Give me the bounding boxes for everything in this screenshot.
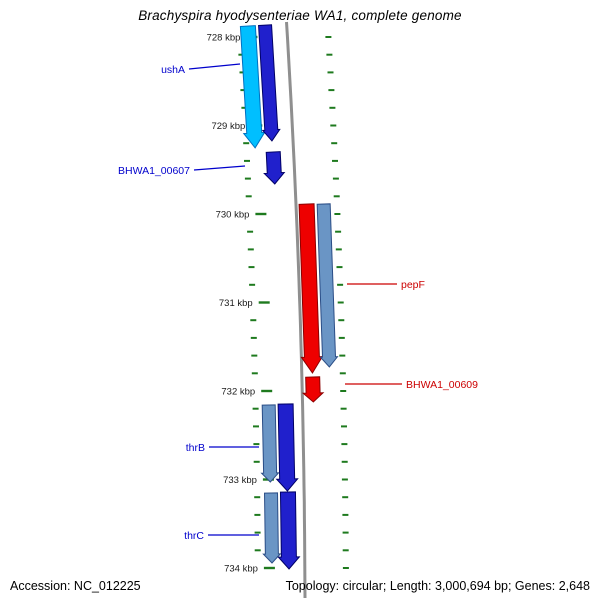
minor-tick-left [239, 71, 246, 74]
genome-title: Brachyspira hyodysenteriae WA1, complete… [138, 8, 462, 23]
minor-tick-right [336, 266, 343, 269]
minor-tick-left [243, 142, 250, 145]
major-tick [263, 566, 275, 570]
status-accession: Accession: NC_012225 [10, 579, 141, 593]
status-topology: Topology: circular; Length: 3,000,694 bp… [285, 579, 590, 593]
gene-thrC-track[interactable] [262, 492, 282, 564]
minor-tick-left [254, 531, 261, 534]
gene-pepF-track[interactable] [315, 203, 339, 368]
major-tick [255, 212, 267, 216]
gene-label-BHWA1_00609[interactable]: BHWA1_00609 [406, 379, 478, 391]
minor-tick-right [338, 319, 345, 322]
minor-tick-left [240, 89, 247, 92]
status-bar: Accession: NC_012225 Topology: circular;… [0, 572, 600, 600]
genome-axis-line [285, 21, 307, 599]
minor-tick-left [251, 354, 258, 357]
gene-BHWA1_00609[interactable] [301, 376, 325, 403]
gene-label-thrC[interactable]: thrC [184, 530, 204, 542]
minor-tick-right [339, 354, 346, 357]
gene-pepF[interactable] [296, 203, 324, 374]
minor-tick-right [332, 159, 338, 162]
minor-tick-right [334, 213, 341, 215]
minor-tick-left [254, 549, 261, 552]
minor-tick-right [340, 390, 347, 392]
minor-tick-right [339, 372, 346, 375]
minor-tick-right [341, 443, 348, 446]
minor-tick-right [332, 177, 339, 180]
minor-tick-left [248, 266, 255, 269]
minor-tick-left [244, 177, 251, 180]
minor-tick-right [335, 248, 342, 251]
minor-tick-right [335, 230, 342, 233]
minor-tick-left [250, 336, 257, 339]
minor-tick-right [337, 301, 344, 304]
minor-tick-right [333, 195, 340, 198]
minor-tick-left [252, 407, 259, 410]
minor-tick-left [249, 283, 256, 286]
minor-tick-left [247, 248, 254, 251]
axis-tick-label: 732 kbp [221, 387, 255, 398]
minor-tick-right [341, 460, 348, 463]
minor-tick-right [337, 283, 344, 286]
minor-tick-left [253, 425, 259, 428]
gene-thrB-track[interactable] [260, 404, 280, 483]
minor-tick-right [342, 549, 349, 552]
minor-tick-right [342, 496, 349, 499]
minor-tick-right [327, 71, 334, 74]
gene-label-BHWA1_00607[interactable]: BHWA1_00607 [118, 165, 190, 177]
minor-tick-right [341, 425, 347, 428]
minor-tick-right [342, 513, 349, 516]
label-line-BHWA1_00607 [193, 165, 246, 171]
axis-tick-label: 733 kbp [223, 475, 257, 486]
gene-BHWA1_00607[interactable] [263, 151, 286, 185]
minor-tick-right [331, 142, 338, 145]
minor-tick-left [254, 513, 261, 516]
axis-tick-label: 731 kbp [219, 298, 253, 309]
minor-tick-right [342, 567, 349, 569]
axis-tick-label: 730 kbp [216, 210, 250, 221]
axis-tick-label: 728 kbp [207, 33, 241, 44]
minor-tick-left [241, 106, 248, 109]
major-tick [261, 389, 273, 393]
gene-ushA-track[interactable] [257, 24, 281, 142]
minor-tick-left [247, 230, 254, 233]
minor-tick-right [338, 336, 345, 339]
minor-tick-left [244, 159, 250, 162]
minor-tick-left [254, 496, 261, 499]
gene-label-thrB[interactable]: thrB [186, 442, 205, 454]
minor-tick-right [341, 478, 348, 481]
gene-label-ushA[interactable]: ushA [161, 64, 185, 76]
minor-tick-left [245, 195, 252, 198]
minor-tick-left [238, 53, 245, 56]
label-line-ushA [188, 63, 241, 70]
gene-ushA[interactable] [237, 25, 266, 149]
minor-tick-right [330, 124, 337, 127]
minor-tick-right [329, 106, 336, 109]
minor-tick-left [253, 443, 260, 446]
axis-tick-label: 729 kbp [211, 121, 245, 132]
gene-thrB[interactable] [275, 403, 299, 492]
minor-tick-left [253, 460, 260, 463]
minor-tick-right [342, 531, 349, 534]
major-tick [258, 301, 270, 304]
minor-tick-left [251, 372, 258, 375]
axis-tick-label: 734 kbp [224, 564, 258, 575]
minor-tick-right [326, 53, 333, 56]
gene-thrC[interactable] [277, 491, 301, 570]
minor-tick-left [250, 319, 257, 322]
minor-tick-right [340, 407, 347, 410]
minor-tick-right [328, 89, 335, 92]
gene-label-pepF[interactable]: pepF [401, 279, 425, 291]
minor-tick-right [325, 36, 332, 38]
